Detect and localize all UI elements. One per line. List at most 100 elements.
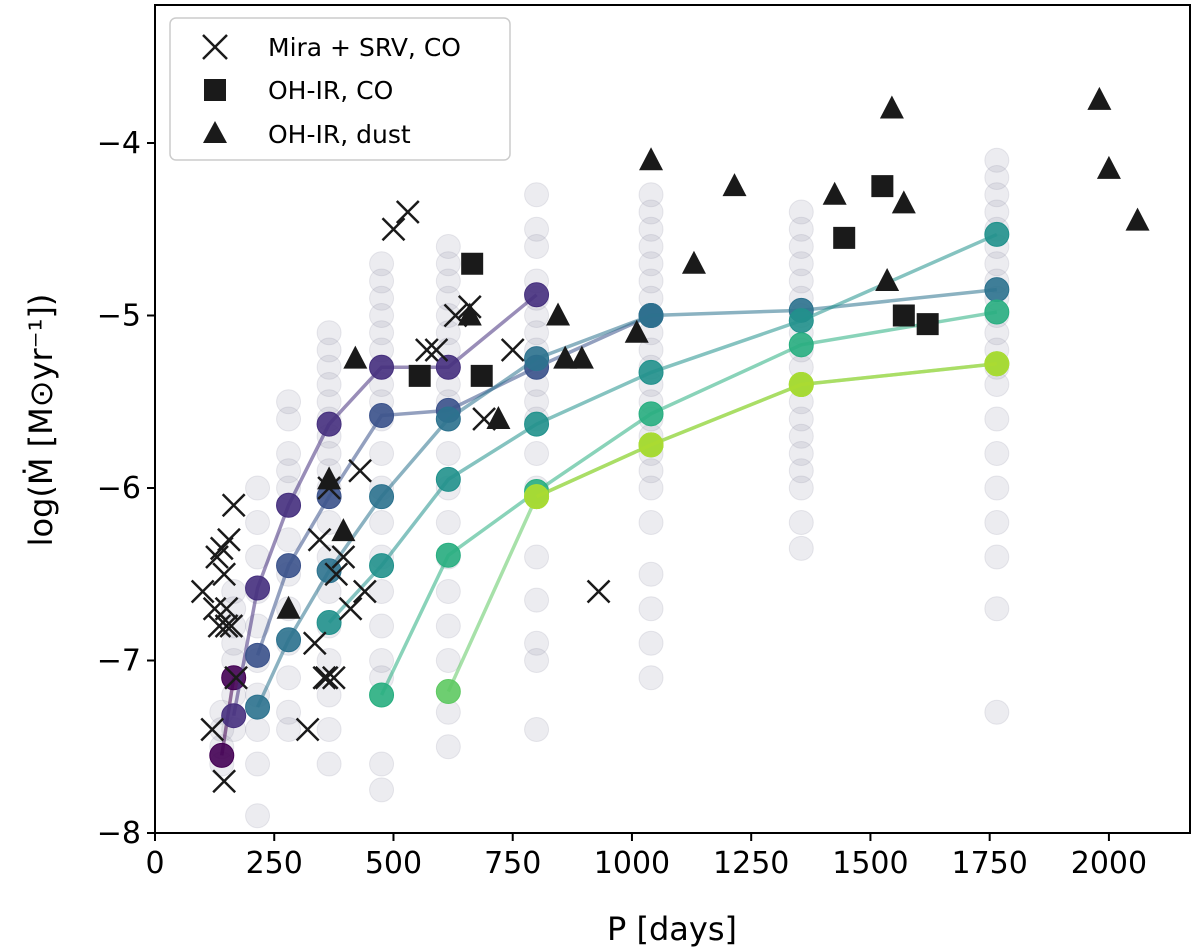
model-track-point xyxy=(524,484,550,510)
model-cloud-point xyxy=(316,372,342,397)
mira-srv-point-stroke xyxy=(200,717,225,742)
model-cloud-point xyxy=(316,441,342,466)
ohir-co-point xyxy=(833,226,856,249)
model-cloud-point xyxy=(245,751,271,777)
mira-srv-point-stroke xyxy=(221,493,246,518)
model-cloud-point xyxy=(276,389,302,415)
model-cloud-point xyxy=(435,234,461,259)
model-cloud-point xyxy=(435,441,461,466)
model-cloud-point xyxy=(788,475,814,501)
model-cloud-point xyxy=(276,665,302,691)
ohir-co-point xyxy=(916,313,939,336)
legend-marker-x xyxy=(202,34,228,60)
model-track-layer xyxy=(209,221,1010,768)
model-track-point xyxy=(316,610,342,636)
model-track-line xyxy=(535,362,998,499)
model-cloud-point xyxy=(638,458,664,484)
model-cloud-point xyxy=(369,441,395,466)
mira-srv-point-stroke xyxy=(472,407,496,431)
model-cloud-point xyxy=(435,648,461,673)
model-track-point xyxy=(788,332,814,358)
mira-srv-point xyxy=(352,579,377,604)
y-tick-label: −5 xyxy=(97,299,141,334)
model-cloud-point xyxy=(984,251,1010,277)
mira-srv-point-stroke xyxy=(352,579,377,604)
ohir-dust-point xyxy=(681,250,706,274)
model-cloud-point xyxy=(435,579,461,604)
mira-srv-point xyxy=(307,527,332,552)
model-cloud-point xyxy=(435,251,461,277)
legend-marker-square xyxy=(204,79,226,101)
mira-srv-point-stroke xyxy=(214,596,239,621)
model-track-point xyxy=(221,703,247,729)
ohir-co-point xyxy=(461,252,484,275)
x-tick-label: 1250 xyxy=(713,846,789,881)
model-track-point xyxy=(209,742,235,768)
mira-srv-point-stroke xyxy=(321,665,346,690)
model-cloud-point xyxy=(221,613,247,639)
model-cloud-point xyxy=(369,320,395,346)
model-cloud-point xyxy=(316,751,342,777)
mira-srv-point xyxy=(219,614,244,638)
mira-srv-point xyxy=(214,614,239,638)
mira-srv-point-stroke xyxy=(190,579,215,604)
model-cloud-point xyxy=(638,475,664,501)
x-tick-label: 500 xyxy=(365,846,422,881)
model-track-point xyxy=(369,484,395,510)
model-track-point xyxy=(524,282,550,308)
observation-layer xyxy=(190,86,1150,794)
ohir-dust-point xyxy=(891,190,916,214)
model-cloud-point xyxy=(638,216,664,242)
model-track-point xyxy=(435,542,461,568)
model-cloud-point xyxy=(316,682,342,708)
model-track-line xyxy=(327,232,998,624)
mira-srv-point xyxy=(302,631,327,656)
mira-srv-point xyxy=(295,717,320,742)
model-cloud-point xyxy=(245,510,271,535)
model-cloud-point xyxy=(638,251,664,277)
model-cloud-point xyxy=(984,510,1010,535)
model-cloud-point xyxy=(369,579,395,604)
model-cloud-point xyxy=(369,751,395,777)
model-cloud-point xyxy=(984,441,1010,466)
model-cloud-point xyxy=(369,268,395,294)
model-cloud-point xyxy=(638,199,664,225)
model-cloud-point xyxy=(788,535,814,561)
mira-srv-point-stroke xyxy=(224,665,248,690)
model-cloud-point xyxy=(984,699,1010,725)
model-track-point xyxy=(435,679,461,705)
y-tick-label: −6 xyxy=(97,471,141,506)
model-cloud-point xyxy=(984,406,1010,432)
mira-srv-point xyxy=(381,217,406,242)
model-track-point xyxy=(369,403,395,429)
mira-srv-point-stroke xyxy=(295,717,320,742)
mira-srv-point-stroke xyxy=(302,631,327,656)
mira-srv-point-stroke xyxy=(381,217,406,242)
model-cloud-point xyxy=(369,285,395,311)
model-cloud-point xyxy=(435,613,461,639)
model-cloud-point xyxy=(524,717,550,742)
mira-srv-point-stroke xyxy=(348,458,372,483)
model-track-point xyxy=(369,354,395,380)
model-cloud-point xyxy=(524,234,550,259)
model-track-point xyxy=(638,401,664,427)
model-cloud-point xyxy=(276,406,302,432)
legend-label-ohir-co: OH-IR, CO xyxy=(268,76,393,105)
mira-srv-point-stroke xyxy=(212,562,237,587)
mira-srv-point xyxy=(312,665,337,690)
mira-srv-point-stroke xyxy=(219,614,244,638)
ohir-co-point xyxy=(408,364,431,387)
model-cloud-point xyxy=(788,251,814,277)
model-cloud-point xyxy=(245,475,271,501)
model-cloud-point xyxy=(524,630,550,656)
ohir-dust-point xyxy=(875,268,900,291)
mira-srv-point xyxy=(321,665,346,690)
model-cloud-point xyxy=(276,699,302,725)
mira-srv-point xyxy=(324,562,349,587)
ohir-dust-point xyxy=(822,181,847,205)
model-cloud-point xyxy=(984,182,1010,208)
model-cloud-point xyxy=(316,648,342,673)
mira-srv-point xyxy=(200,717,225,742)
model-cloud-point xyxy=(788,441,814,466)
legend-box xyxy=(169,17,511,161)
